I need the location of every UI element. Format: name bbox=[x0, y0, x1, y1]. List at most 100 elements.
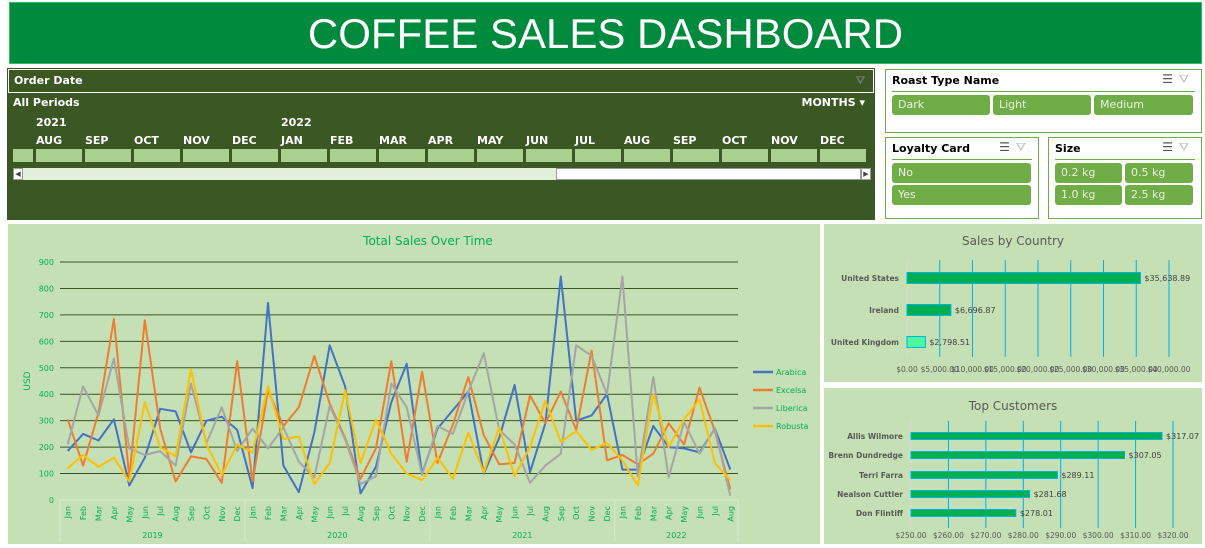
x-tick-label: Nov bbox=[403, 506, 412, 522]
x-tick-label: Jun bbox=[326, 506, 335, 520]
x-tick-label: Aug bbox=[356, 506, 365, 522]
timeline-month-label: MAY bbox=[477, 134, 504, 147]
clear-filter-icon[interactable]: ⛛ bbox=[855, 74, 865, 87]
slicer-item-2-5kg[interactable]: 2.5 kg bbox=[1125, 185, 1193, 205]
x-tick-label: Apr bbox=[110, 505, 119, 520]
clear-filter-icon[interactable]: ⛛ bbox=[1015, 140, 1032, 154]
timeline-month-label: DEC bbox=[232, 134, 257, 147]
timeline-month-cell[interactable] bbox=[575, 149, 621, 162]
data-label: $289.11 bbox=[1061, 471, 1094, 480]
bar bbox=[910, 432, 1163, 440]
x-tick-label: Jul bbox=[156, 506, 165, 517]
timeline-scrollbar[interactable]: ◀ ▶ bbox=[13, 168, 871, 180]
timeline-month-cell[interactable] bbox=[722, 149, 768, 162]
chart-title: Top Customers bbox=[968, 399, 1058, 413]
chart-title: Total Sales Over Time bbox=[362, 234, 493, 248]
scroll-right-icon[interactable]: ▶ bbox=[861, 168, 871, 180]
category-label: Ireland bbox=[869, 306, 899, 315]
y-tick-label: 900 bbox=[39, 258, 54, 267]
slicer-item-no[interactable]: No bbox=[892, 163, 1031, 183]
x-tick-label: Nov bbox=[218, 506, 227, 522]
x-tick-label: $280.00 bbox=[1008, 531, 1039, 540]
slicer-item-yes[interactable]: Yes bbox=[892, 185, 1031, 205]
timeline-month-cell[interactable] bbox=[673, 149, 719, 162]
timeline-month-cell[interactable] bbox=[624, 149, 670, 162]
top-customers-chart: Top Customers $250.00 $260.00 $270.00 $280.0… bbox=[824, 388, 1202, 544]
timeline-month-label: NOV bbox=[771, 134, 798, 147]
multi-select-icon[interactable]: ☰ bbox=[1162, 72, 1179, 86]
x-year-label: 2019 bbox=[142, 531, 162, 540]
x-tick-label: Jan bbox=[618, 506, 627, 519]
multi-select-icon[interactable]: ☰ bbox=[999, 140, 1016, 154]
timeline-month-label: JUN bbox=[526, 134, 549, 147]
y-tick-label: 500 bbox=[39, 364, 54, 373]
timeline-cell[interactable] bbox=[13, 149, 33, 162]
legend-label: Robusta bbox=[776, 422, 809, 431]
bar bbox=[910, 471, 1058, 479]
slicer-item-dark[interactable]: Dark bbox=[892, 95, 990, 115]
x-tick-label: $0.00 bbox=[896, 365, 918, 374]
x-year-label: 2022 bbox=[666, 531, 686, 540]
timeline-periods-label: All Periods bbox=[13, 96, 80, 109]
slicer-item-medium[interactable]: Medium bbox=[1094, 95, 1193, 115]
slicer-item-0-5kg[interactable]: 0.5 kg bbox=[1125, 163, 1193, 183]
scroll-left-icon[interactable]: ◀ bbox=[13, 168, 23, 180]
slicer-item-0-2kg[interactable]: 0.2 kg bbox=[1055, 163, 1122, 183]
x-tick-label: Sep bbox=[187, 506, 196, 521]
x-tick-label: $5,000.00 bbox=[921, 365, 959, 374]
roast-type-slicer: Roast Type Name ☰⛛ Dark Light Medium bbox=[885, 69, 1202, 133]
timeline-month-cell[interactable] bbox=[36, 149, 82, 162]
scrollbar-thumb[interactable] bbox=[556, 168, 861, 180]
clear-filter-icon[interactable]: ⛛ bbox=[1178, 72, 1195, 86]
x-tick-label: Aug bbox=[541, 506, 550, 522]
x-tick-label: Apr bbox=[295, 505, 304, 520]
order-date-timeline[interactable]: Order Date ⛛ All Periods MONTHS ▾ AUG SEP O… bbox=[7, 68, 875, 220]
slicer-item-light[interactable]: Light bbox=[993, 95, 1091, 115]
slicer-item-1-0kg[interactable]: 1.0 kg bbox=[1055, 185, 1122, 205]
timeline-month-cell[interactable] bbox=[526, 149, 572, 162]
legend-label: Arabica bbox=[776, 368, 806, 377]
x-tick-label: Sep bbox=[372, 506, 381, 521]
bar bbox=[906, 304, 952, 316]
timeline-month-cell[interactable] bbox=[771, 149, 817, 162]
timeline-month-cell[interactable] bbox=[134, 149, 180, 162]
x-year-label: 2020 bbox=[327, 531, 347, 540]
timeline-month-cell[interactable] bbox=[379, 149, 425, 162]
timeline-granularity-dropdown[interactable]: MONTHS ▾ bbox=[801, 96, 866, 109]
data-label: $278.01 bbox=[1020, 509, 1053, 518]
dashboard-title: COFFEE SALES DASHBOARD bbox=[9, 2, 1202, 64]
timeline-month-cell[interactable] bbox=[820, 149, 866, 162]
x-tick-label: $15,000.00 bbox=[984, 365, 1027, 374]
x-tick-label: Feb bbox=[79, 506, 88, 520]
clear-filter-icon[interactable]: ⛛ bbox=[1178, 140, 1195, 154]
series-line-excelsa bbox=[66, 317, 732, 490]
timeline-month-cell[interactable] bbox=[183, 149, 229, 162]
x-tick-label: $35,000.00 bbox=[1115, 365, 1158, 374]
category-label: Brenn Dundredge bbox=[828, 451, 903, 460]
multi-select-icon[interactable]: ☰ bbox=[1162, 140, 1179, 154]
x-tick-label: Oct bbox=[202, 506, 211, 520]
y-tick-label: 300 bbox=[39, 417, 54, 426]
category-label: Don Flintiff bbox=[856, 509, 904, 518]
category-label: United Kingdom bbox=[831, 338, 899, 347]
x-tick-label: Jun bbox=[141, 506, 150, 520]
timeline-month-cell[interactable] bbox=[477, 149, 523, 162]
timeline-month-cell[interactable] bbox=[281, 149, 327, 162]
timeline-month-cell[interactable] bbox=[428, 149, 474, 162]
slicer-title: Size bbox=[1055, 142, 1081, 155]
data-label: $317.07 bbox=[1166, 432, 1199, 441]
timeline-month-label: SEP bbox=[85, 134, 109, 147]
timeline-month-cell[interactable] bbox=[232, 149, 278, 162]
y-tick-label: 200 bbox=[39, 443, 54, 452]
x-tick-label: Feb bbox=[264, 506, 273, 520]
timeline-month-label: NOV bbox=[183, 134, 210, 147]
timeline-month-label: AUG bbox=[624, 134, 651, 147]
timeline-month-cell[interactable] bbox=[330, 149, 376, 162]
x-tick-label: $10,000.00 bbox=[951, 365, 994, 374]
data-label: $281.68 bbox=[1034, 490, 1067, 499]
timeline-month-cell[interactable] bbox=[85, 149, 131, 162]
x-tick-label: Oct bbox=[387, 506, 396, 520]
x-tick-label: Jan bbox=[249, 506, 258, 519]
x-tick-label: Jul bbox=[341, 506, 350, 517]
x-tick-label: May bbox=[495, 506, 504, 523]
